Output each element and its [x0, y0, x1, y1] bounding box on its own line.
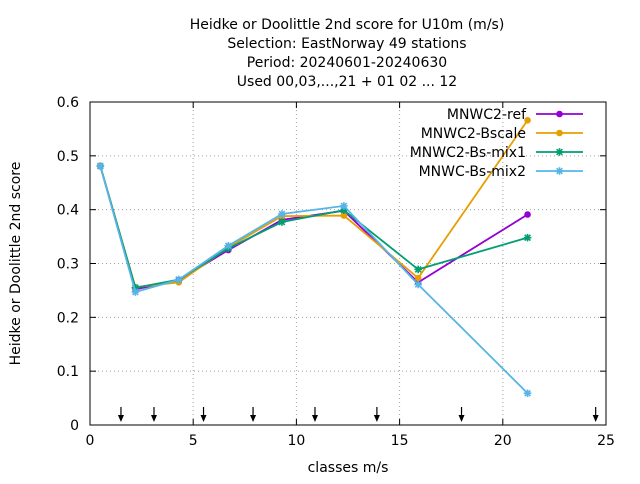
- data-point: [524, 211, 531, 218]
- class-boundary-arrow-icon: [458, 407, 465, 422]
- title-line-1: Heidke or Doolittle 2nd score for U10m (…: [190, 17, 505, 33]
- y-tick-label: 0.4: [57, 203, 79, 219]
- class-boundary-arrow-icon: [117, 407, 124, 422]
- legend: MNWC2-ref MNWC2-Bscale MNWC2-Bs-mix1 MNWC-B…: [410, 107, 583, 180]
- y-tick-label: 0.5: [57, 149, 79, 165]
- title-line-4: Used 00,03,...,21 + 01 02 ... 12: [237, 74, 457, 90]
- legend-entry-4: MNWC-Bs-mix2: [419, 164, 583, 180]
- x-axis-label: classes m/s: [308, 460, 389, 476]
- legend-marker: [555, 148, 564, 156]
- data-point: [131, 288, 140, 296]
- title-line-2: Selection: EastNorway 49 stations: [227, 36, 466, 52]
- series-line: [99, 165, 528, 289]
- data-point: [414, 280, 422, 289]
- series-1: [97, 162, 531, 293]
- plot-frame: [89, 101, 607, 426]
- legend-marker: [556, 110, 563, 118]
- data-point: [278, 218, 286, 226]
- data-point: [523, 389, 532, 398]
- y-tick-label: 0.2: [57, 310, 79, 326]
- x-tick-label: 20: [494, 433, 512, 449]
- class-boundary-arrow-icon: [592, 407, 599, 422]
- legend-label: MNWC2-Bscale: [421, 126, 526, 142]
- grid-lines: [90, 102, 606, 425]
- data-point: [174, 275, 183, 284]
- legend-marker: [556, 129, 563, 137]
- data-point: [414, 265, 422, 274]
- class-boundary-arrow-icon: [311, 407, 318, 422]
- data-point: [414, 274, 422, 282]
- class-markers: [117, 407, 599, 422]
- series-4: [96, 162, 532, 398]
- x-tick-label: 5: [189, 433, 198, 449]
- series-line: [99, 165, 529, 291]
- data-point: [278, 210, 286, 218]
- legend-entry-1: MNWC2-ref: [447, 107, 583, 123]
- class-boundary-arrow-icon: [250, 407, 257, 422]
- data-point: [224, 241, 233, 250]
- class-boundary-arrow-icon: [373, 407, 380, 422]
- chart-title: Heidke or Doolittle 2nd score for U10m (…: [190, 17, 505, 90]
- series-2: [97, 117, 531, 291]
- series-line: [99, 165, 529, 394]
- legend-label: MNWC2-Bs-mix1: [410, 145, 526, 161]
- data-point: [96, 162, 105, 170]
- legend-entry-3: MNWC2-Bs-mix1: [410, 145, 583, 161]
- legend-label: MNWC-Bs-mix2: [419, 164, 526, 180]
- data-point: [340, 212, 348, 219]
- title-line-3: Period: 20240601-20240630: [247, 55, 447, 71]
- data-point: [523, 233, 532, 242]
- series-3: [96, 162, 532, 292]
- data-point: [524, 117, 531, 124]
- class-boundary-arrow-icon: [150, 407, 157, 422]
- class-boundary-arrow-icon: [200, 407, 207, 422]
- legend-marker: [555, 167, 564, 175]
- x-tick-label: 15: [391, 433, 409, 449]
- x-tick-label: 10: [287, 433, 305, 449]
- series-group: [96, 117, 532, 398]
- y-tick-label: 0: [70, 418, 79, 434]
- x-tick-label: 0: [86, 433, 95, 449]
- y-tick-label: 0.3: [57, 257, 79, 273]
- legend-label: MNWC2-ref: [447, 107, 527, 123]
- y-tick-label: 0.6: [57, 95, 79, 111]
- y-tick-label: 0.1: [57, 364, 79, 380]
- axis-ticks: 0 5 10 15 20 25 0 0.1 0.2 0.3 0.4 0.5 0.6: [57, 95, 615, 449]
- legend-entry-2: MNWC2-Bscale: [421, 126, 583, 142]
- data-point: [340, 202, 348, 210]
- x-tick-label: 25: [597, 433, 615, 449]
- y-axis-label: Heidke or Doolittle 2nd score: [8, 162, 24, 366]
